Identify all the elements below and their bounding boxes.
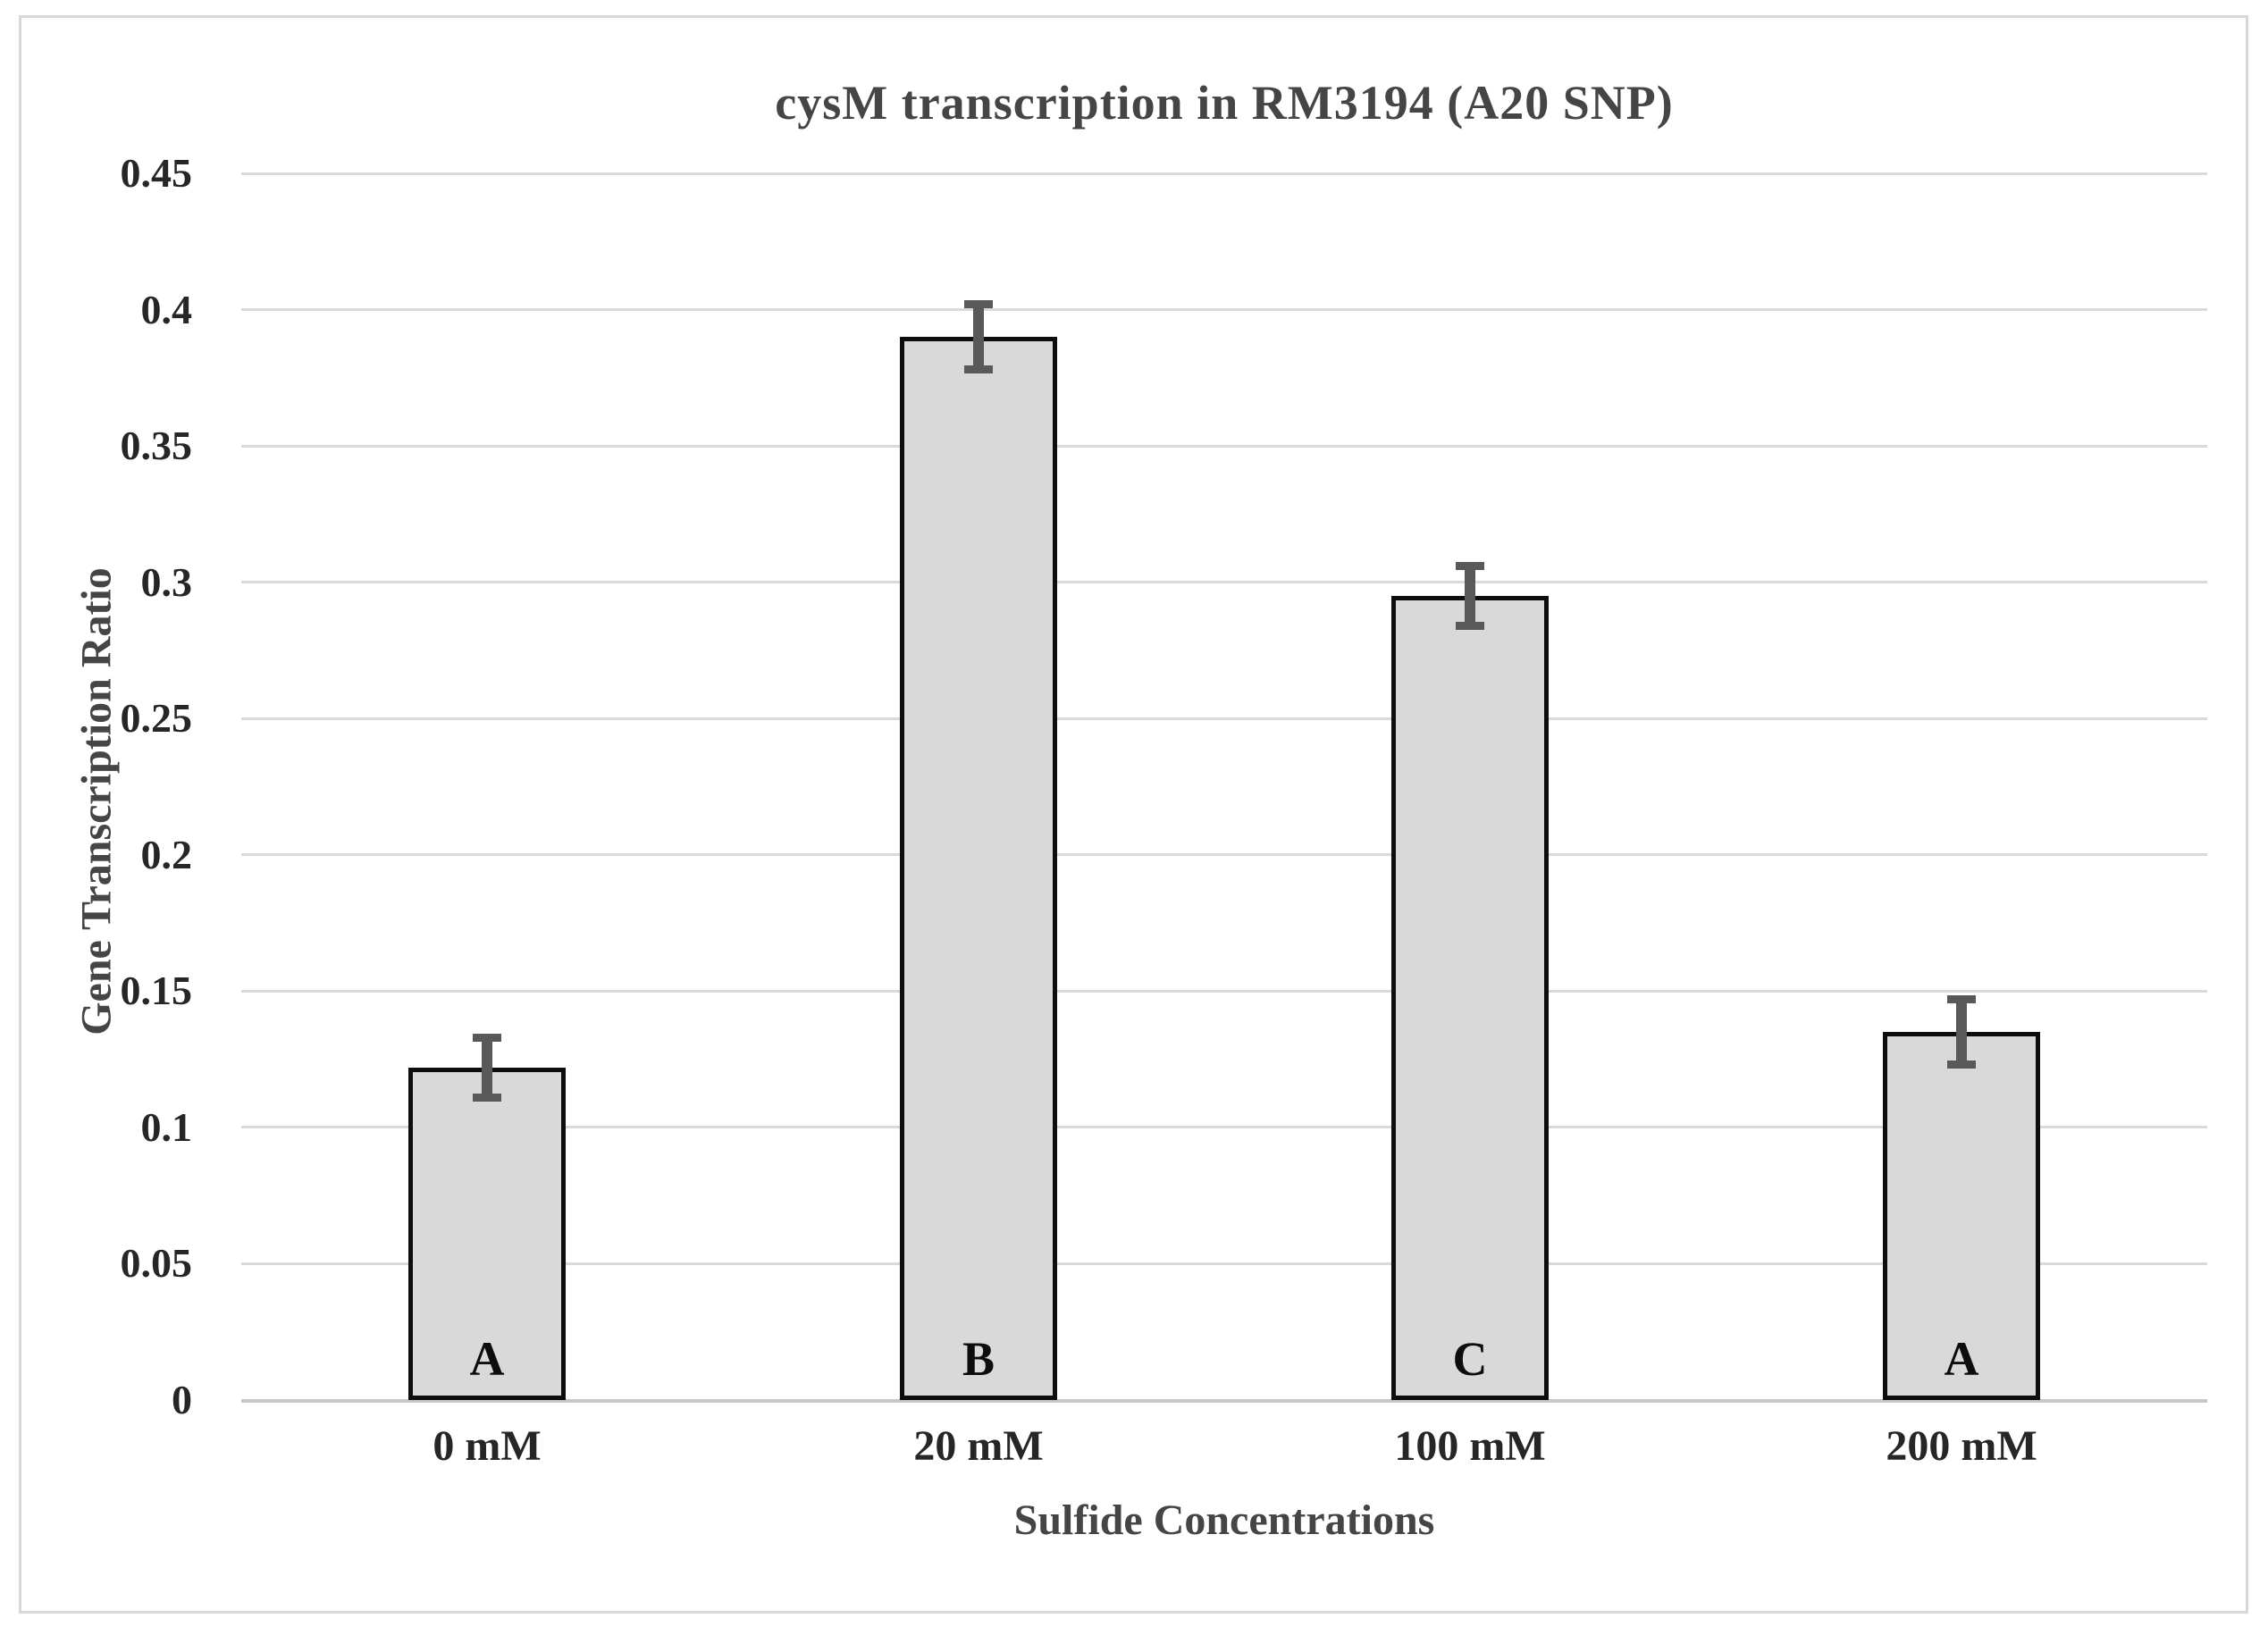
error-bar-whisker [973, 304, 984, 370]
y-axis-tick-label: 0.35 [120, 423, 193, 469]
error-bar-cap-top [473, 1033, 501, 1042]
bar-200-mM: A [1883, 1032, 2040, 1400]
x-axis-tick-label: 100 mM [1394, 1422, 1546, 1470]
x-axis-tick-label: 0 mM [433, 1422, 542, 1470]
gridline [241, 1126, 2207, 1129]
bar-20-mM: B [900, 337, 1057, 1400]
y-axis-tick-label: 0 [172, 1377, 192, 1422]
bar-100-mM: C [1391, 595, 1549, 1400]
y-axis-tick-label: 0.05 [120, 1240, 193, 1287]
error-bar-cap-top [1947, 994, 1976, 1003]
figure-border [19, 15, 2248, 1614]
category-slot: A [241, 173, 733, 1400]
error-bar-cap-top [1456, 561, 1484, 570]
gridline [241, 1262, 2207, 1265]
error-bar-cap-bottom [1947, 1061, 1976, 1069]
y-axis-tick-label: 0.2 [140, 831, 193, 877]
y-axis-tick-labels: 0 0.05 0.1 0.15 0.2 0.25 0.3 0.35 0.4 0.45 [0, 0, 193, 1635]
significance-letter: C [1452, 1332, 1488, 1386]
error-bar-cap-bottom [1456, 621, 1484, 630]
x-axis-tick-label: 200 mM [1886, 1422, 2037, 1470]
significance-letter: A [1944, 1332, 1979, 1386]
error-bar-cap-top [964, 299, 993, 308]
gridline [241, 308, 2207, 312]
chart-title: cysM transcription in RM3194 (A20 SNP) [775, 76, 1674, 130]
error-bar-whisker [1956, 999, 1967, 1065]
category-slot: A [1716, 173, 2207, 1400]
category-slot: C [1224, 173, 1716, 1400]
gridline [241, 717, 2207, 720]
error-bar-cap-bottom [964, 365, 993, 374]
y-axis-tick-label: 0.45 [120, 150, 193, 196]
gridline [241, 581, 2207, 584]
x-axis-title: Sulfide Concentrations [1013, 1497, 1435, 1544]
error-bar-whisker [482, 1037, 492, 1098]
gridline [241, 989, 2207, 993]
x-axis-line [241, 1398, 2207, 1403]
y-axis-tick-label: 0.25 [120, 695, 193, 742]
category-slot: B [733, 173, 1224, 1400]
gridline [241, 444, 2207, 448]
gridline [241, 853, 2207, 857]
error-bar-cap-bottom [473, 1093, 501, 1102]
y-axis-tick-label: 0.3 [140, 558, 193, 605]
significance-letter: B [962, 1332, 995, 1386]
y-axis-tick-label: 0.4 [140, 286, 193, 332]
gridline [241, 172, 2207, 175]
y-axis-tick-label: 0.15 [120, 968, 193, 1014]
x-axis-tick-label: 20 mM [913, 1422, 1044, 1470]
significance-letter: A [469, 1332, 505, 1386]
y-axis-tick-label: 0.1 [140, 1103, 193, 1150]
error-bar-whisker [1465, 566, 1475, 626]
bar-0-mM: A [408, 1067, 566, 1400]
